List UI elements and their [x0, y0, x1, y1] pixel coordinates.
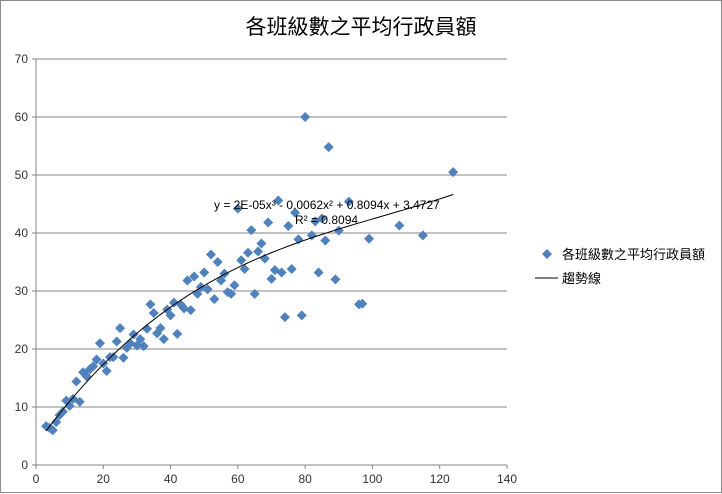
data-point: [316, 213, 327, 224]
data-point: [448, 167, 459, 178]
data-point: [199, 267, 210, 278]
data-point: [172, 328, 183, 339]
data-point: [216, 275, 227, 286]
data-point: [57, 406, 68, 417]
legend-marker-series: [542, 249, 552, 259]
legend-label-series: 各班級數之平均行政員額: [562, 247, 705, 263]
data-point: [47, 425, 58, 436]
data-point: [185, 305, 196, 316]
y-tick-label: 30: [15, 284, 29, 298]
x-tick-label: 120: [430, 472, 450, 486]
trendline-equation: y = 2E-05x³ - 0.0062x² + 0.8094x + 3.472…: [214, 198, 440, 212]
data-point: [306, 230, 317, 241]
data-point: [148, 308, 159, 319]
x-tick-labels: 0 20 40 60 80 100 120 140: [33, 472, 518, 486]
data-point: [239, 263, 250, 274]
data-point: [98, 358, 109, 369]
data-point: [118, 352, 129, 363]
data-points: [41, 112, 459, 436]
data-point: [51, 417, 62, 428]
data-point: [266, 273, 277, 284]
x-tick-label: 0: [33, 472, 40, 486]
axes: [35, 59, 507, 466]
data-point: [313, 267, 324, 278]
data-point: [263, 217, 274, 228]
data-point: [232, 203, 243, 214]
data-point: [128, 329, 139, 340]
data-point: [286, 263, 297, 274]
data-point: [300, 112, 311, 122]
data-point: [158, 334, 169, 345]
y-tick-label: 70: [15, 52, 29, 66]
legend-label-trendline: 趨勢線: [562, 271, 601, 287]
x-tick-label: 60: [231, 472, 245, 486]
y-tick-label: 50: [15, 168, 29, 182]
data-point: [88, 361, 99, 372]
x-tick-label: 140: [497, 472, 517, 486]
x-tick-label: 80: [298, 472, 312, 486]
y-tick-label: 60: [15, 110, 29, 124]
data-point: [115, 323, 126, 334]
data-point: [165, 310, 176, 321]
data-point: [142, 323, 153, 334]
data-point: [417, 230, 428, 241]
data-point: [279, 312, 290, 323]
y-tick-label: 20: [15, 342, 29, 356]
data-point: [94, 338, 105, 349]
data-point: [74, 396, 85, 407]
data-point: [229, 280, 240, 291]
data-point: [249, 288, 260, 299]
y-tick-labels: 0 10 20 30 40 50 60 70: [15, 52, 29, 472]
data-point: [283, 221, 294, 232]
data-point: [343, 196, 354, 207]
data-point: [155, 323, 166, 334]
data-point: [273, 195, 284, 206]
trendline-r-squared: R² = 0.8094: [295, 213, 358, 227]
trendline: [45, 194, 454, 432]
data-point: [182, 275, 193, 286]
data-point: [242, 247, 253, 258]
data-point: [236, 255, 247, 266]
data-point: [138, 341, 149, 352]
gridlines: [32, 58, 508, 469]
data-point: [296, 310, 307, 321]
data-point: [101, 366, 112, 377]
chart-title: 各班級數之平均行政員額: [246, 15, 477, 39]
data-point: [202, 284, 213, 295]
data-point: [108, 352, 119, 363]
x-tick-label: 100: [362, 472, 382, 486]
data-point: [320, 235, 331, 246]
data-point: [64, 400, 75, 411]
data-point: [246, 225, 257, 236]
data-point: [226, 288, 237, 299]
data-point: [276, 267, 287, 278]
x-tick-label: 40: [164, 472, 178, 486]
data-point: [212, 257, 223, 267]
data-point: [253, 246, 264, 257]
y-tick-label: 40: [15, 226, 29, 240]
data-point: [323, 142, 334, 153]
data-point: [330, 274, 341, 285]
data-point: [71, 376, 82, 387]
data-point: [111, 336, 122, 347]
y-tick-label: 0: [21, 458, 28, 472]
data-point: [205, 249, 216, 260]
data-point: [290, 207, 301, 218]
data-point: [256, 238, 267, 249]
x-tick-label: 20: [97, 472, 111, 486]
data-point: [145, 299, 156, 310]
data-point: [394, 220, 405, 231]
legend: 各班級數之平均行政員額 趨勢線: [535, 247, 705, 287]
data-point: [91, 354, 102, 365]
data-point: [364, 233, 375, 244]
data-point: [135, 334, 146, 345]
data-point: [189, 271, 200, 282]
data-point: [357, 298, 368, 309]
data-point: [333, 225, 344, 236]
y-tick-label: 10: [15, 400, 29, 414]
data-point: [209, 294, 220, 305]
